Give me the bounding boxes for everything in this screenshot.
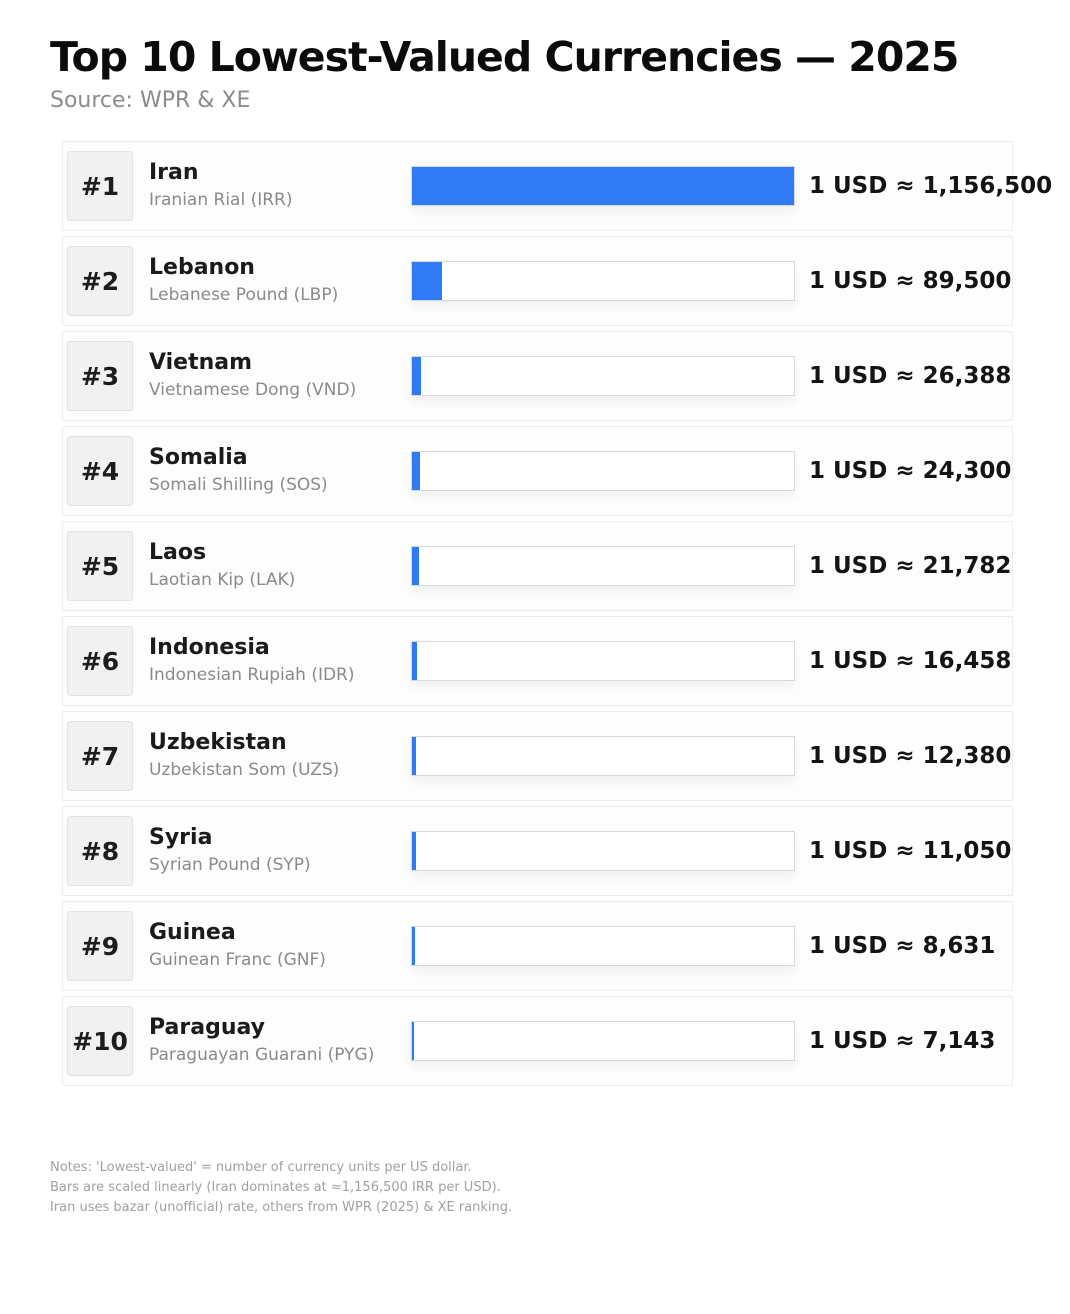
rate-label: 1 USD ≈ 16,458 [809,648,1012,675]
country-name: Somalia [149,445,248,471]
currency-name: Iranian Rial (IRR) [149,189,293,210]
rate-label: 1 USD ≈ 21,782 [809,553,1012,580]
rank-badge: #3 [67,341,133,412]
country-name: Syria [149,825,213,851]
rate-label: 1 USD ≈ 1,156,500 [809,173,1053,200]
bar-fill [412,832,416,871]
country-cell: Lebanon Lebanese Pound (LBP) [149,255,411,306]
rank-badge: #10 [67,1006,133,1077]
infographic-page: Top 10 Lowest-Valued Currencies — 2025 S… [0,33,1070,1218]
table-row-iran: #1 Iran Iranian Rial (IRR) 1 USD ≈ 1,156… [62,141,1052,232]
country-cell: Somalia Somali Shilling (SOS) [149,445,411,496]
country-cell: Syria Syrian Pound (SYP) [149,825,411,876]
bar-track [411,641,795,682]
bar-fill [412,927,415,966]
table-row-vietnam: #3 Vietnam Vietnamese Dong (VND) 1 USD ≈… [62,331,1013,422]
country-cell: Indonesia Indonesian Rupiah (IDR) [149,635,411,686]
bar-fill [412,357,421,396]
country-name: Indonesia [149,635,270,661]
country-cell: Laos Laotian Kip (LAK) [149,540,411,591]
bar-track [411,736,795,777]
currency-name: Laotian Kip (LAK) [149,569,296,590]
footnote-line: Bars are scaled linearly (Iran dominates… [50,1180,501,1196]
table-row-uzbekistan: #7 Uzbekistan Uzbekistan Som (UZS) 1 USD… [62,711,1013,802]
country-name: Lebanon [149,255,255,281]
bar-fill [412,452,421,491]
currency-name: Paraguayan Guarani (PYG) [149,1044,375,1065]
rank-badge: #5 [67,531,133,602]
country-cell: Paraguay Paraguayan Guarani (PYG) [149,1015,411,1066]
rate-label: 1 USD ≈ 24,300 [809,458,1012,485]
footnote-line: Notes: 'Lowest-valued' = number of curre… [50,1160,472,1176]
table-row-lebanon: #2 Lebanon Lebanese Pound (LBP) 1 USD ≈ … [62,236,1013,327]
currency-name: Indonesian Rupiah (IDR) [149,664,355,685]
currency-name: Syrian Pound (SYP) [149,854,311,875]
footnotes: Notes: 'Lowest-valued' = number of curre… [50,1158,1070,1218]
bar-track [411,166,795,207]
source-caption: Source: WPR & XE [50,88,251,114]
country-name: Laos [149,540,207,566]
country-cell: Uzbekistan Uzbekistan Som (UZS) [149,730,411,781]
bar-fill [412,547,420,586]
currency-name: Lebanese Pound (LBP) [149,284,339,305]
rank-badge: #1 [67,151,133,222]
table-row-syria: #8 Syria Syrian Pound (SYP) 1 USD ≈ 11,0… [62,806,1013,897]
bar-track [411,261,795,302]
rank-badge: #8 [67,816,133,887]
rate-label: 1 USD ≈ 11,050 [809,838,1012,865]
rank-badge: #7 [67,721,133,792]
rank-badge: #6 [67,626,133,697]
currency-name: Vietnamese Dong (VND) [149,379,357,400]
bar-track [411,926,795,967]
bar-track [411,831,795,872]
rank-badge: #9 [67,911,133,982]
bar-track [411,546,795,587]
bar-fill [412,642,418,681]
table-row-guinea: #9 Guinea Guinean Franc (GNF) 1 USD ≈ 8,… [62,901,1013,992]
rank-badge: #2 [67,246,133,317]
currency-name: Uzbekistan Som (UZS) [149,759,340,780]
country-name: Guinea [149,920,236,946]
page-title: Top 10 Lowest-Valued Currencies — 2025 [50,33,959,81]
country-name: Paraguay [149,1015,265,1041]
country-name: Uzbekistan [149,730,287,756]
rate-label: 1 USD ≈ 89,500 [809,268,1012,295]
currency-name: Somali Shilling (SOS) [149,474,328,495]
table-row-laos: #5 Laos Laotian Kip (LAK) 1 USD ≈ 21,782 [62,521,1013,612]
bar-fill [412,1022,415,1061]
table-row-paraguay: #10 Paraguay Paraguayan Guarani (PYG) 1 … [62,996,1013,1087]
table-row-indonesia: #6 Indonesia Indonesian Rupiah (IDR) 1 U… [62,616,1013,707]
bar-fill [412,262,442,301]
bar-track [411,1021,795,1062]
rate-label: 1 USD ≈ 12,380 [809,743,1012,770]
country-cell: Vietnam Vietnamese Dong (VND) [149,350,411,401]
currency-ranking-list: #1 Iran Iranian Rial (IRR) 1 USD ≈ 1,156… [62,141,1052,1087]
rate-label: 1 USD ≈ 8,631 [809,933,996,960]
currency-name: Guinean Franc (GNF) [149,949,326,970]
country-cell: Guinea Guinean Franc (GNF) [149,920,411,971]
bar-track [411,356,795,397]
country-name: Iran [149,160,199,186]
bar-fill [412,167,794,206]
bar-fill [412,737,417,776]
table-row-somalia: #4 Somalia Somali Shilling (SOS) 1 USD ≈… [62,426,1013,517]
rate-label: 1 USD ≈ 7,143 [809,1028,996,1055]
country-name: Vietnam [149,350,253,376]
rank-badge: #4 [67,436,133,507]
footnote-line: Iran uses bazar (unofficial) rate, other… [50,1200,513,1216]
rate-label: 1 USD ≈ 26,388 [809,363,1012,390]
bar-track [411,451,795,492]
country-cell: Iran Iranian Rial (IRR) [149,160,411,211]
